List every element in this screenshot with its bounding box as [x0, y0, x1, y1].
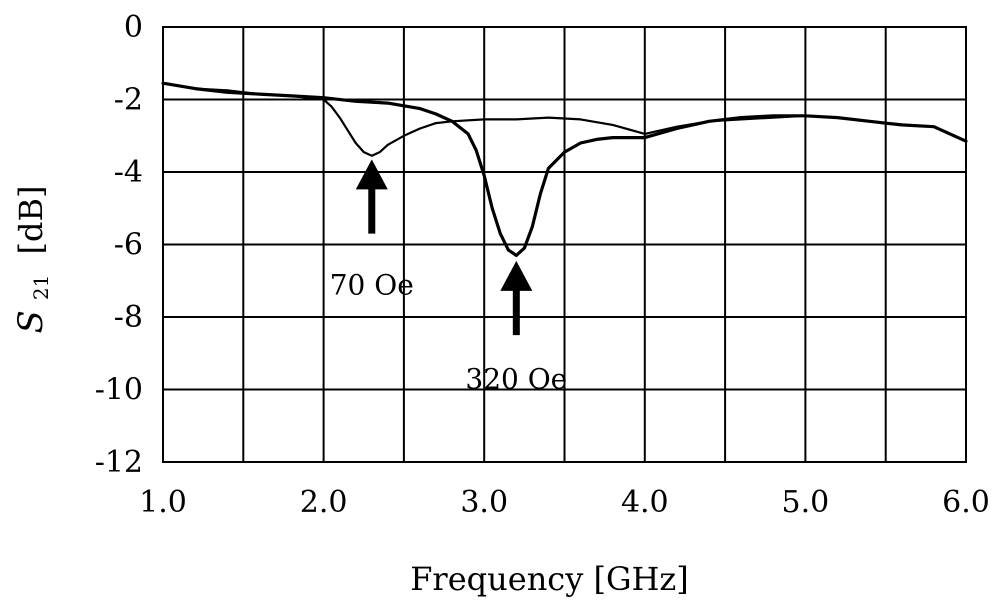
x-tick-label: 4.0 — [621, 485, 669, 520]
series-line-2 — [161, 81, 968, 257]
y-axis-symbol: S — [11, 310, 51, 333]
annotation-label: 320 Oe — [465, 363, 567, 396]
x-axis-label: Frequency [GHz] — [410, 560, 689, 598]
y-tick-label: -12 — [95, 445, 143, 480]
y-tick-label: 0 — [124, 10, 143, 45]
y-tick-label: -2 — [114, 83, 143, 118]
annotation-arrow-head — [355, 159, 388, 190]
y-tick-label: -8 — [114, 300, 143, 335]
annotation-1: 70 Oe — [330, 159, 414, 301]
grid — [163, 27, 966, 462]
annotations: 70 Oe 320 Oe — [330, 159, 567, 396]
plot-frame — [162, 26, 967, 463]
x-tick-labels: 1.0 2.0 3.0 4.0 5.0 6.0 — [139, 485, 990, 520]
x-tick-label: 6.0 — [942, 485, 990, 520]
data-series — [161, 81, 968, 257]
y-tick-labels: 0 -2 -4 -6 -8 -10 -12 — [95, 10, 143, 480]
annotation-2: 320 Oe — [465, 260, 567, 396]
y-tick-label: -10 — [95, 373, 143, 408]
y-axis-unit: [dB] — [12, 185, 50, 254]
y-tick-label: -4 — [114, 155, 143, 190]
annotation-label: 70 Oe — [330, 268, 414, 301]
y-axis-label: S 21 [dB] — [11, 185, 56, 333]
x-tick-label: 2.0 — [300, 485, 348, 520]
annotation-arrow-head — [500, 260, 533, 291]
x-tick-label: 1.0 — [139, 485, 187, 520]
x-tick-label: 5.0 — [782, 485, 830, 520]
y-tick-label: -6 — [114, 228, 143, 263]
y-axis-subscript: 21 — [29, 275, 53, 300]
x-tick-label: 3.0 — [460, 485, 508, 520]
